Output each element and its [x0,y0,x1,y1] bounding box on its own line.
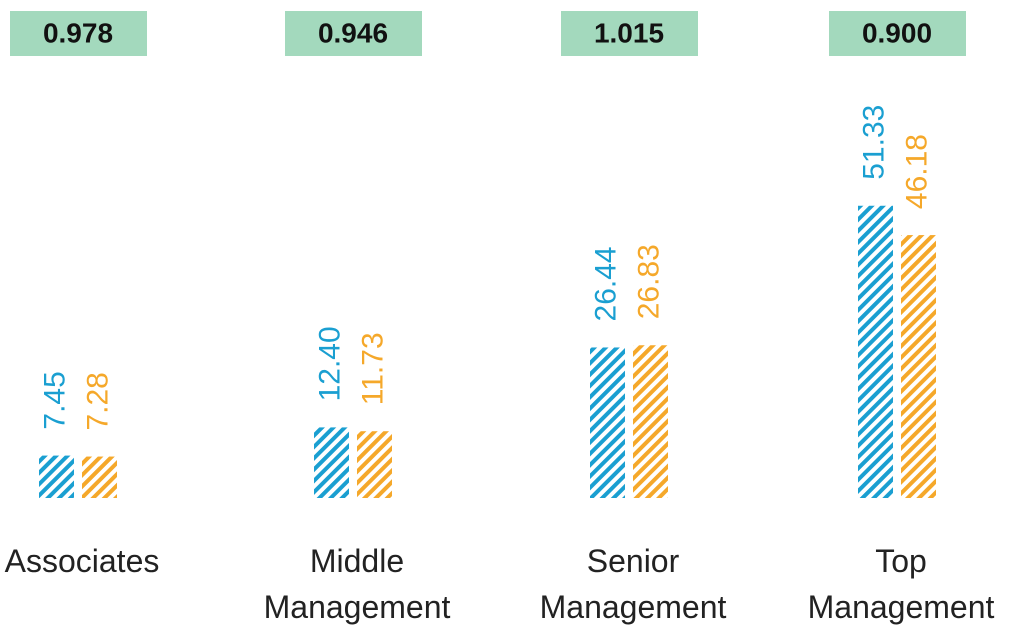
bar [39,455,74,498]
value-label: 26.44 [589,246,622,321]
value-label: 7.45 [38,371,71,429]
ratio-badge [561,11,698,56]
bar [858,205,893,498]
bar [901,235,936,499]
x-tick-label: Associates [4,543,160,579]
value-label: 11.73 [356,332,389,405]
x-tick-label: Senior Management [539,543,727,625]
value-label: 46.18 [900,134,933,209]
bar [633,345,668,498]
ratio-label: 0.946 [318,17,388,48]
x-tick-label: Top Management [807,543,995,625]
value-label: 26.83 [632,244,665,319]
bar [357,431,392,498]
value-label: 12.40 [313,326,346,401]
ratio-label: 1.015 [594,17,664,48]
value-label: 7.28 [81,372,114,430]
ratio-badge [829,11,966,56]
ratio-label: 0.900 [862,17,932,48]
bar [82,456,117,498]
ratio-badge [10,11,147,56]
bar [590,347,625,498]
ratio-badge [285,11,422,56]
value-label: 51.33 [857,105,890,180]
bar [314,427,349,498]
ratio-label: 0.978 [43,17,113,48]
x-tick-label: Middle Management [263,543,451,625]
